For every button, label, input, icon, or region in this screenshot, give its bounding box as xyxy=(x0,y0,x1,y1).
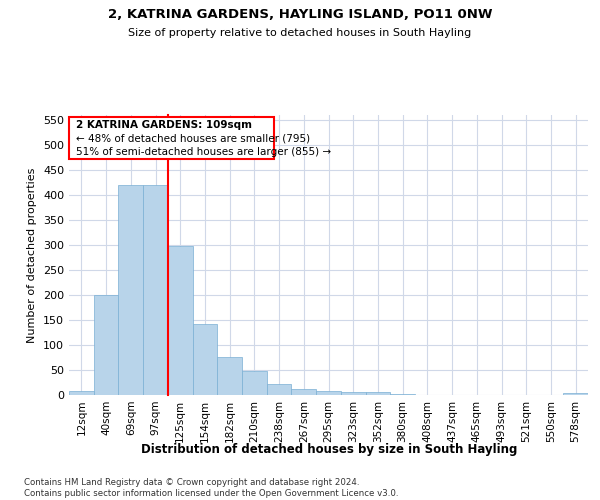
Bar xyxy=(390,394,415,395)
Bar xyxy=(267,384,292,395)
Bar xyxy=(193,324,217,395)
Bar xyxy=(70,116,274,159)
Text: 2 KATRINA GARDENS: 109sqm: 2 KATRINA GARDENS: 109sqm xyxy=(76,120,251,130)
Bar xyxy=(365,392,390,395)
Text: Size of property relative to detached houses in South Hayling: Size of property relative to detached ho… xyxy=(128,28,472,38)
Bar xyxy=(292,389,316,395)
Bar xyxy=(440,394,464,395)
Bar xyxy=(217,357,242,395)
Text: ← 48% of detached houses are smaller (795): ← 48% of detached houses are smaller (79… xyxy=(76,134,310,143)
Bar xyxy=(316,391,341,395)
Y-axis label: Number of detached properties: Number of detached properties xyxy=(28,168,37,342)
Bar xyxy=(242,371,267,395)
Bar xyxy=(118,185,143,395)
Text: Distribution of detached houses by size in South Hayling: Distribution of detached houses by size … xyxy=(140,442,517,456)
Text: Contains HM Land Registry data © Crown copyright and database right 2024.
Contai: Contains HM Land Registry data © Crown c… xyxy=(24,478,398,498)
Bar xyxy=(168,246,193,395)
Text: 2, KATRINA GARDENS, HAYLING ISLAND, PO11 0NW: 2, KATRINA GARDENS, HAYLING ISLAND, PO11… xyxy=(108,8,492,20)
Bar xyxy=(69,391,94,395)
Bar xyxy=(341,392,365,395)
Bar xyxy=(94,295,118,395)
Bar xyxy=(563,393,588,395)
Text: 51% of semi-detached houses are larger (855) →: 51% of semi-detached houses are larger (… xyxy=(76,147,331,157)
Bar xyxy=(143,185,168,395)
Bar xyxy=(415,394,440,395)
